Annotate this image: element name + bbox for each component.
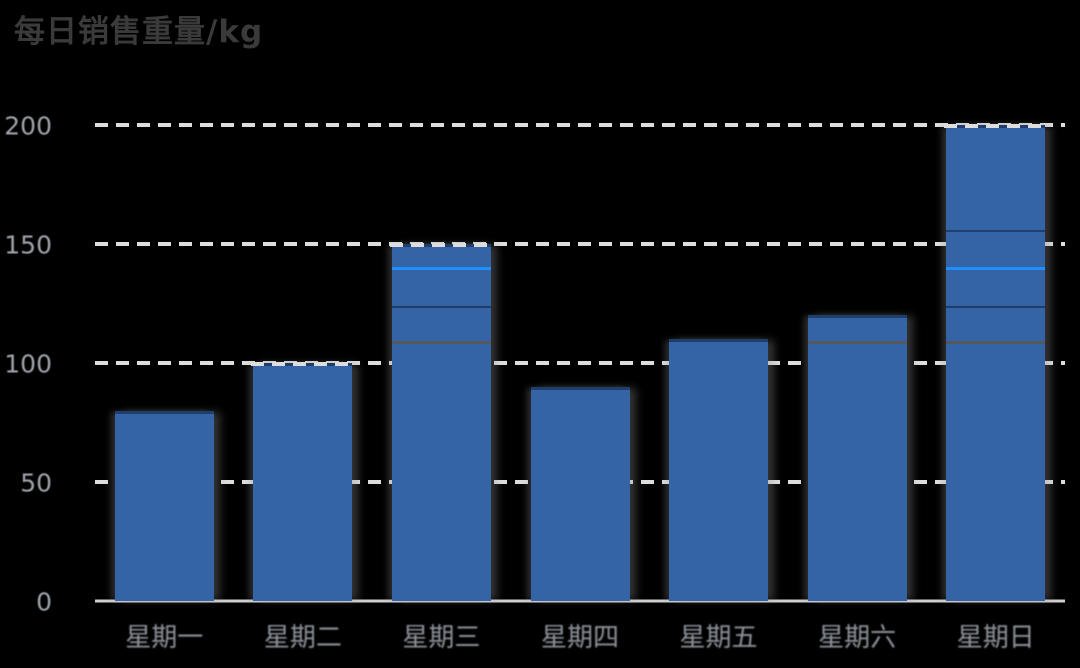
y-tick-label: 100 [4, 349, 52, 379]
x-category-label: 星期四 [540, 623, 620, 653]
gridline-over-bar-top [389, 242, 493, 247]
bar [944, 123, 1048, 601]
x-category-label: 星期日 [956, 623, 1035, 653]
h-gridline [95, 360, 1065, 365]
h-gridline [95, 241, 1065, 246]
reference-line [391, 306, 491, 309]
x-category-label: 星期二 [263, 623, 342, 653]
reference-line [946, 267, 1046, 271]
y-tick-label: 150 [4, 230, 52, 260]
plot-area [95, 101, 1065, 603]
y-tick-label: 0 [36, 587, 52, 617]
bar [114, 410, 214, 601]
reference-line [391, 267, 491, 271]
bar [251, 361, 355, 601]
reference-line [946, 229, 1046, 232]
x-category-label: 星期六 [818, 623, 897, 653]
y-tick-label: 200 [4, 111, 52, 141]
x-category-label: 星期一 [125, 623, 204, 653]
reference-line [946, 306, 1046, 309]
h-gridline [95, 122, 1065, 127]
bar [389, 242, 493, 601]
x-axis-line [95, 599, 1065, 603]
y-tick-label: 50 [20, 468, 52, 498]
bar [807, 315, 907, 601]
reference-line [391, 340, 491, 344]
x-category-label: 星期三 [402, 623, 481, 653]
gridline-over-bar-top [944, 123, 1048, 128]
bar [669, 339, 769, 601]
x-category-label: 星期五 [679, 623, 758, 653]
chart-title: 每日销售重量/kg [14, 14, 264, 50]
bar [530, 386, 630, 601]
gridline-over-bar-top [251, 361, 355, 366]
reference-line [807, 340, 907, 344]
reference-line [946, 340, 1046, 344]
